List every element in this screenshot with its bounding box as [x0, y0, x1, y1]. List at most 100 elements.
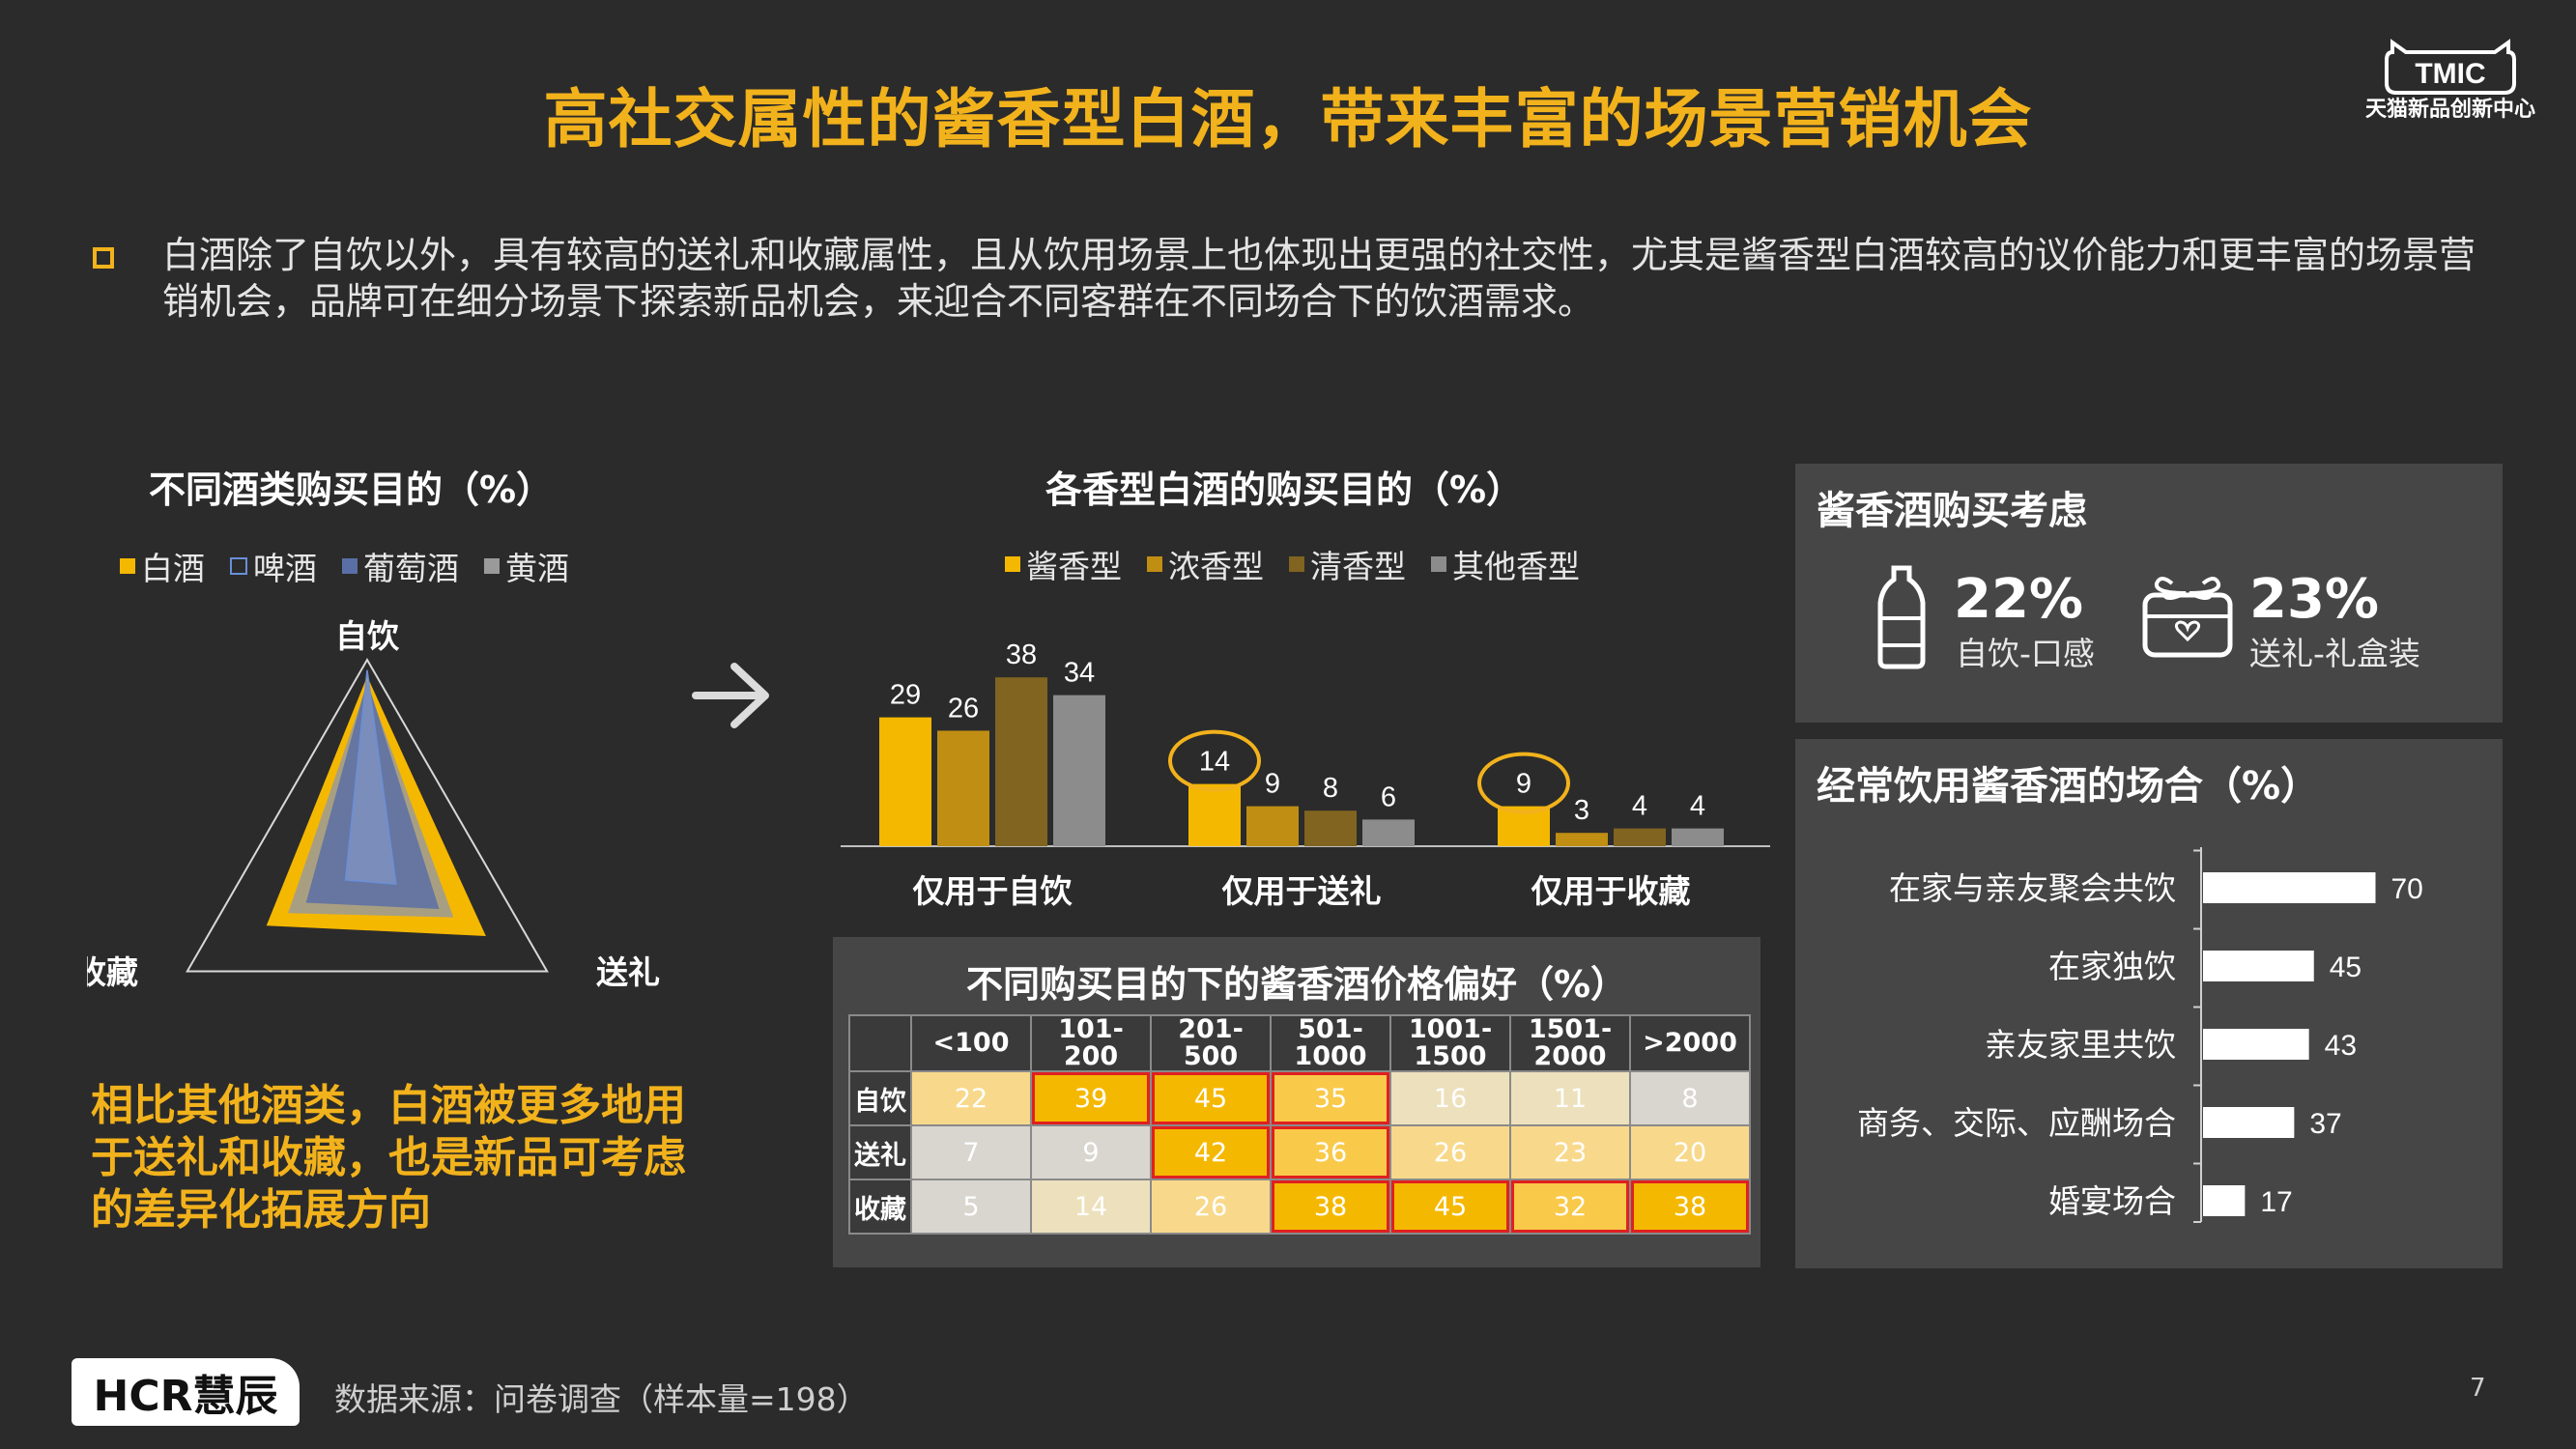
self-drink-pct: 22%: [1954, 568, 2084, 631]
legend-item: 啤酒: [230, 543, 317, 589]
purchase-consideration-panel: 酱香酒购买考虑 22% 自饮-口感 23% 送礼-礼盒装: [1795, 464, 2503, 723]
legend-item: 其他香型: [1431, 541, 1580, 587]
highlight-circle: [1168, 729, 1261, 792]
column-bar: [1053, 695, 1105, 846]
column-bar: [1672, 828, 1724, 846]
table-cell: 7: [910, 1124, 1032, 1180]
table-cell: 45: [1150, 1070, 1272, 1126]
legend-swatch-icon: [342, 558, 358, 574]
gift-label: 送礼-礼盒装: [2249, 635, 2420, 672]
hbar-category-label: 亲友家里共饮: [1985, 1026, 2176, 1064]
table-header-row: <100 101-200 201-500 501-1000 1001-1500 …: [848, 1014, 1751, 1072]
legend-swatch-icon: [1147, 556, 1162, 572]
column-bar: [1304, 810, 1357, 846]
table-cell: 9: [1030, 1124, 1152, 1180]
column-bar: [1362, 819, 1415, 846]
column-category-label: 仅用于自饮: [913, 872, 1073, 910]
column-bar: [1246, 806, 1299, 846]
column-value-label: 14: [1199, 747, 1230, 778]
table-cell: 39: [1030, 1070, 1152, 1126]
hbar-bar: [2203, 1185, 2246, 1216]
table-cell: 11: [1509, 1070, 1631, 1126]
price-table-title: 不同购买目的下的酱香酒价格偏好（%）: [965, 963, 1628, 1006]
legend-swatch-icon: [1005, 556, 1020, 572]
radar-axis-label: 送礼: [596, 953, 660, 991]
column-bar: [937, 730, 989, 846]
highlight-circle: [1477, 752, 1570, 814]
legend-label: 白酒: [141, 550, 205, 587]
data-source: 数据来源：问卷调查（样本量=198）: [334, 1380, 869, 1418]
legend-item: 白酒: [120, 543, 205, 589]
table-corner: [848, 1014, 912, 1072]
page-title: 高社交属性的酱香型白酒，带来丰富的场景营销机会: [543, 82, 2033, 156]
legend-label: 清香型: [1310, 548, 1406, 585]
hcr-logo: HCR慧辰: [72, 1358, 300, 1426]
hbar-value-label: 45: [2330, 952, 2361, 983]
logo-text: TMIC: [2415, 58, 2485, 90]
legend-label: 啤酒: [253, 550, 317, 587]
consider-title: 酱香酒购买考虑: [1817, 489, 2087, 533]
column-value-label: 8: [1323, 773, 1338, 804]
legend-label: 酱香型: [1026, 548, 1122, 585]
hbar-bar: [2203, 1107, 2295, 1138]
column-value-label: 9: [1265, 769, 1280, 800]
column-bar: [995, 677, 1047, 846]
table-cell: 26: [1389, 1124, 1511, 1180]
radar-axis-label: 自饮: [335, 617, 400, 655]
column-header: 101-200: [1030, 1014, 1152, 1072]
column-header: 1001-1500: [1389, 1014, 1511, 1072]
column-bar: [1556, 833, 1608, 846]
radar-frame: [186, 658, 549, 973]
self-drink-label: 自饮-口感: [1956, 635, 2095, 672]
bottle-icon: [1873, 564, 1931, 674]
legend-label: 浓香型: [1168, 548, 1264, 585]
legend-swatch-icon: [230, 557, 247, 575]
conclusion-text: 相比其他酒类，白酒被更多地用于送礼和收藏，也是新品可考虑的差异化拓展方向: [91, 1081, 686, 1235]
column-header: <100: [910, 1014, 1032, 1072]
column-chart-title: 各香型白酒的购买目的（%）: [1045, 469, 1524, 511]
legend-item: 浓香型: [1147, 541, 1264, 587]
hbar-value-label: 37: [2309, 1108, 2341, 1140]
hbar-category-label: 在家与亲友聚会共饮: [1889, 869, 2176, 907]
column-category-label: 仅用于收藏: [1531, 872, 1691, 910]
row-header: 自饮: [848, 1070, 912, 1126]
legend-item: 黄酒: [484, 543, 569, 589]
gift-box-icon: [2139, 570, 2236, 667]
page-number: 7: [2470, 1374, 2486, 1403]
hbar-category-label: 婚宴场合: [2048, 1182, 2176, 1220]
column-value-label: 26: [948, 693, 979, 724]
column-value-label: 9: [1516, 769, 1531, 800]
column-value-label: 29: [890, 680, 921, 711]
column-header: >2000: [1629, 1014, 1751, 1072]
column-value-label: 4: [1690, 791, 1705, 822]
column-header: 501-1000: [1270, 1014, 1391, 1072]
legend-label: 其他香型: [1452, 548, 1580, 585]
hbar-bar: [2203, 872, 2376, 903]
table-cell: 5: [910, 1179, 1032, 1235]
table-cell: 22: [910, 1070, 1032, 1126]
table-cell: 8: [1629, 1070, 1751, 1126]
hbar-bar: [2203, 951, 2314, 981]
table-row: 送礼 7 9 42 36 26 23 20: [848, 1124, 1751, 1180]
radar-chart-title: 不同酒类购买目的（%）: [149, 469, 554, 511]
column-value-label: 3: [1574, 795, 1589, 826]
column-category-label: 仅用于送礼: [1222, 872, 1382, 910]
table-cell: 14: [1030, 1179, 1152, 1235]
price-table: <100 101-200 201-500 501-1000 1001-1500 …: [848, 1014, 1751, 1235]
column-value-label: 38: [1006, 639, 1037, 670]
column-value-label: 34: [1064, 658, 1095, 689]
row-header: 收藏: [848, 1179, 912, 1235]
legend-swatch-icon: [1289, 556, 1304, 572]
table-row: 自饮 22 39 45 35 16 11 8: [848, 1070, 1751, 1126]
legend-label: 黄酒: [505, 550, 569, 587]
table-cell: 45: [1389, 1179, 1511, 1235]
legend-item: 葡萄酒: [342, 543, 459, 589]
price-preference-panel: 不同购买目的下的酱香酒价格偏好（%） <100 101-200 201-500 …: [833, 937, 1760, 1267]
square-bullet-icon: [93, 247, 114, 269]
legend-label: 葡萄酒: [363, 550, 459, 587]
column-legend: 酱香型 浓香型 清香型 其他香型: [1005, 541, 1580, 587]
column-value-label: 4: [1632, 791, 1647, 822]
legend-item: 清香型: [1289, 541, 1406, 587]
legend-swatch-icon: [120, 558, 135, 574]
hbar-bar: [2203, 1029, 2309, 1060]
